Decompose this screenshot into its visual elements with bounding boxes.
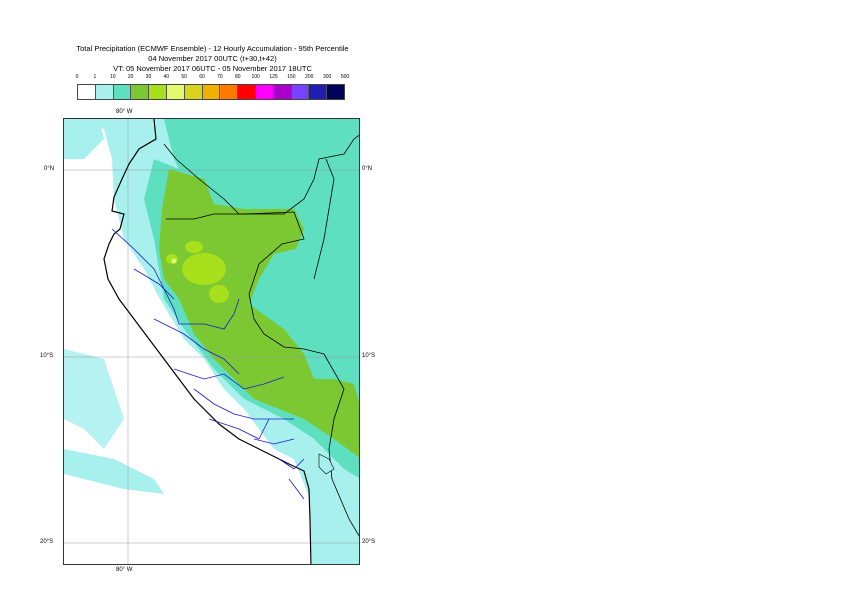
legend-swatch (238, 85, 256, 99)
country-border (163, 134, 359, 215)
legend-tick-label: 1 (93, 74, 97, 80)
legend-swatch (95, 85, 114, 99)
lat-label-20s-right: 20°S (362, 539, 376, 545)
legend-swatch (166, 85, 185, 99)
legend-swatch (327, 85, 344, 99)
lon-label-top: 80° W (116, 109, 133, 115)
lat-label-0n-right: 0°N (362, 166, 373, 172)
precip-band-1-10 (64, 349, 124, 449)
legend-tick-labels: 0 1 10 20 30 40 50 60 70 80 100 125 150 200 300 500 (0, 74, 842, 84)
precip-band-40-50 (171, 258, 177, 264)
map-canvas (64, 119, 359, 564)
map-title: Total Precipitation (ECMWF Ensemble) - 1… (76, 44, 349, 53)
legend-tick-label: 80 (235, 74, 241, 80)
legend-swatch (291, 85, 310, 99)
legend-tick-label: 50 (181, 74, 187, 80)
lat-label-10s-right: 10°S (362, 353, 376, 359)
legend-tick-label: 20 (127, 74, 134, 80)
precipitation-map[interactable] (63, 118, 360, 565)
lat-label-0n-left: 0°N (44, 166, 55, 172)
run-time-label: 04 November 2017 00UTC (t+30,t+42) (148, 54, 277, 63)
legend-swatch (149, 85, 167, 99)
precip-band-30-40 (209, 285, 229, 303)
legend-swatch (131, 85, 150, 99)
lake-titicaca (318, 453, 335, 475)
lat-label-10s-left: 10°S (40, 353, 54, 359)
precip-band-1-10 (64, 449, 164, 494)
legend-tick-label: 500 (340, 74, 350, 80)
legend-tick-label: 200 (305, 74, 314, 80)
legend-tick-label: 150 (287, 74, 296, 80)
legend-tick-label: 0 (75, 74, 79, 80)
region-borders (111, 228, 305, 500)
legend-tick-label: 60 (199, 74, 205, 80)
legend-tick-label: 40 (163, 74, 170, 80)
legend-tick-label: 10 (109, 74, 116, 80)
legend-swatch (220, 85, 239, 99)
precip-band-1-10 (64, 119, 104, 159)
valid-time-label: VT: 05 November 2017 06UTC - 05 November… (113, 64, 312, 73)
coastline (103, 119, 312, 564)
legend-swatch (255, 85, 274, 99)
precip-band-20-30 (159, 169, 359, 458)
lat-label-20s-left: 20°S (40, 539, 54, 545)
legend-swatch (273, 85, 292, 99)
lon-label-bottom: 80° W (116, 567, 133, 573)
legend-swatch (184, 85, 203, 99)
legend-swatch (202, 85, 221, 99)
legend-tick-label: 30 (145, 74, 152, 80)
legend-tick-label: 100 (251, 74, 260, 80)
precip-band-30-40 (182, 253, 226, 285)
country-border (166, 211, 359, 537)
legend-color-bar (77, 84, 345, 100)
legend-tick-label: 300 (322, 74, 332, 80)
precip-band-30-40 (185, 241, 203, 253)
legend-swatch (78, 85, 96, 99)
country-border (313, 158, 335, 280)
legend-tick-label: 70 (217, 74, 223, 80)
legend-swatch (309, 85, 328, 99)
legend-tick-label: 125 (269, 74, 278, 80)
legend-swatch (113, 85, 132, 99)
